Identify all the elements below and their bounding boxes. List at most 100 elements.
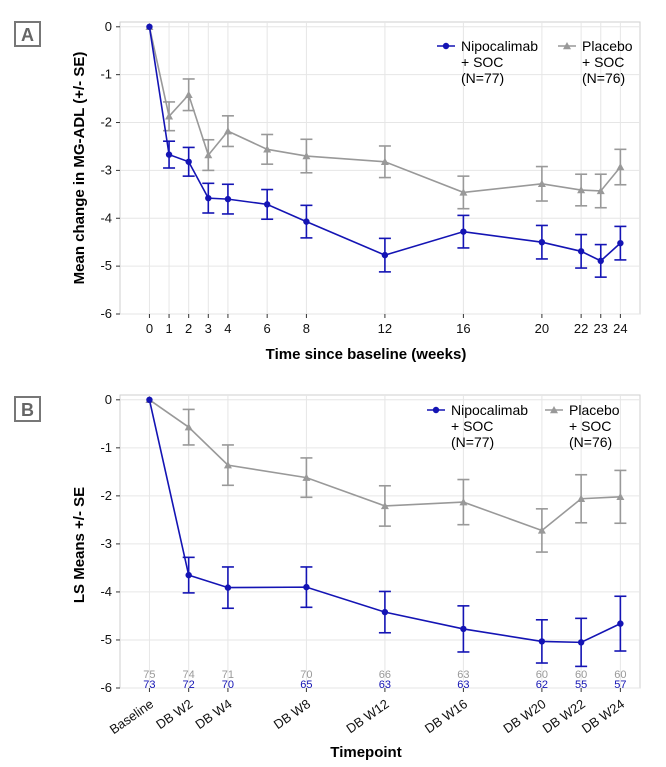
legend-label-placebo: (N=76) [582,70,625,86]
legend-label-placebo: + SOC [582,54,624,70]
x-tick-label: DB W24 [579,696,627,736]
data-point-nipo [538,238,546,246]
legend-key-marker-placebo [550,406,558,414]
x-tick-label: DB W4 [192,696,234,732]
panel-b-label-box [14,396,41,422]
panel-a-x-ticks: 0 1 2 3 4 6 8 12 16 20 22 23 24 [146,314,628,336]
legend-item-placebo: Placebo+ SOC(N=76) [558,38,633,86]
data-point-nipo [224,584,232,591]
x-tick-label: DB W2 [153,696,195,732]
x-tick-label: DB W12 [343,696,391,736]
data-point-nipo [381,608,389,616]
y-tick-label: -4 [100,210,112,225]
legend-item-nipo: Nipocalimab+ SOC(N=77) [437,38,538,86]
legend-key-marker-nipo [442,42,450,50]
panel-a-label: A [21,25,34,45]
data-point-nipo [577,248,585,255]
x-tick-label: DB W8 [271,696,313,732]
panel-b-series [145,395,627,668]
legend-label-nipo: + SOC [451,418,493,434]
x-tick-label: 2 [185,321,192,336]
legend-key-marker-placebo [563,42,571,50]
data-point-nipo [617,620,624,627]
y-tick-label: -1 [100,440,112,455]
series-placebo [145,395,627,553]
x-tick-label: Baseline [107,696,156,737]
y-tick-label: -3 [100,536,112,551]
x-tick-label: 1 [165,321,172,336]
data-point-placebo [263,145,272,153]
y-tick-label: 0 [105,19,112,34]
x-tick-label: DB W16 [422,696,470,736]
data-point-placebo [184,423,193,431]
legend-label-placebo: Placebo [582,38,633,54]
data-point-placebo [537,526,546,534]
data-point-placebo [459,498,468,506]
data-point-nipo [224,195,232,203]
data-point-nipo [146,396,153,404]
count-nipocalimab: 63 [457,679,469,691]
data-point-placebo [165,112,174,120]
panel-b-y-axis-title: LS Means +/- SE [71,487,88,603]
y-tick-label: -6 [100,680,112,695]
x-tick-label: 0 [146,321,153,336]
legend-label-nipo: (N=77) [461,70,504,86]
panel-a-y-ticks: 0 -1 -2 -3 -4 -5 -6 [100,19,120,321]
data-point-nipo [303,583,310,591]
data-point-placebo [223,461,232,469]
count-placebo: 66 [379,669,391,681]
data-point-nipo [460,625,467,633]
data-point-placebo [302,152,311,160]
count-nipocalimab: 57 [614,679,626,691]
data-point-placebo [616,163,625,171]
y-tick-label: -2 [100,115,112,130]
data-point-placebo [596,186,605,195]
legend-item-nipo: Nipocalimab+ SOC(N=77) [427,402,528,450]
data-point-placebo [616,492,625,501]
x-tick-label: 6 [264,321,271,336]
data-point-nipo [538,638,546,645]
panel-a: A 0-1-2-3-4-5-6 0 1 2 3 4 6 8 12 16 20 22 23 24 Time… [14,19,641,363]
legend-key-marker-nipo [432,406,440,414]
x-tick-label: DB W22 [540,696,588,736]
y-tick-label: -2 [100,488,112,503]
count-placebo: 74 [183,669,195,681]
x-tick-label: 4 [224,321,231,336]
panel-a-y-axis-title: Mean change in MG-ADL (+/- SE) [71,52,88,285]
legend-label-nipo: Nipocalimab [451,402,528,418]
series-nipo [146,23,627,278]
panel-b-plot-area [119,394,641,689]
panel-b-y-ticks: 0 -1 -2 -3 -4 -5 -6 [100,392,120,695]
count-nipocalimab: 55 [575,679,587,691]
series-nipo [146,396,627,668]
data-point-placebo [577,494,586,502]
x-tick-label: 8 [303,321,310,336]
legend-label-nipo: Nipocalimab [461,38,538,54]
data-point-placebo [302,473,311,481]
count-nipocalimab: 70 [222,679,234,691]
panel-b-legend: Nipocalimab+ SOC(N=77) Placebo+ SOC(N=76) [427,402,620,450]
count-nipocalimab: 65 [300,679,312,691]
data-point-nipo [263,201,271,208]
panel-a-x-axis-title: Time since baseline (weeks) [266,346,467,363]
data-point-nipo [617,239,624,247]
x-tick-label: 12 [378,321,392,336]
count-placebo: 60 [575,669,587,681]
count-placebo: 70 [300,669,312,681]
panel-a-plot-area [119,21,641,315]
count-nipocalimab: 63 [379,679,391,691]
x-tick-label: 3 [205,321,212,336]
legend-item-placebo: Placebo+ SOC(N=76) [545,402,620,450]
count-placebo: 75 [143,669,155,681]
data-point-nipo [303,218,310,225]
panel-a-label-box [14,21,41,47]
legend-label-nipo: + SOC [461,54,503,70]
data-point-placebo [204,151,213,159]
x-tick-label: 23 [594,321,608,336]
y-tick-label: -6 [100,306,112,321]
count-placebo: 60 [614,669,626,681]
data-point-placebo [223,127,232,135]
